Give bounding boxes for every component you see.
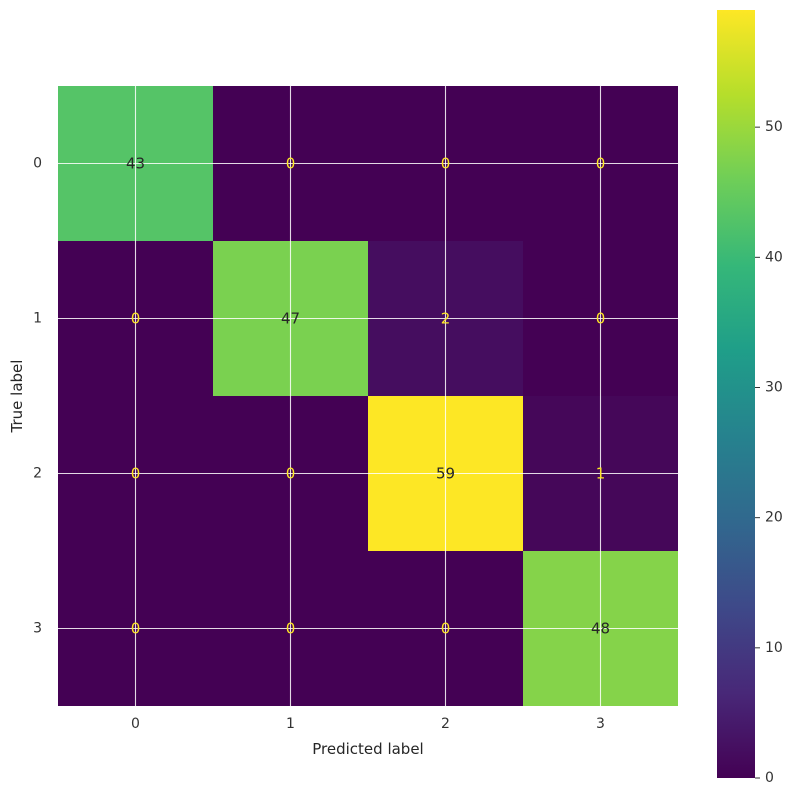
cell-value-2-2: 59 bbox=[436, 465, 455, 483]
x-tick-label-2: 2 bbox=[441, 716, 450, 732]
cell-value-2-0: 0 bbox=[131, 465, 141, 483]
cell-value-3-1: 0 bbox=[286, 620, 296, 638]
y-axis-label: True label bbox=[8, 360, 26, 434]
cell-value-0-1: 0 bbox=[286, 155, 296, 173]
colorbar-tick-label-30: 30 bbox=[765, 379, 783, 395]
cell-value-0-3: 0 bbox=[596, 155, 606, 173]
cell-value-labels: 43 0 0 0 0 47 2 0 0 0 59 1 0 0 0 48 bbox=[126, 155, 610, 638]
cell-value-3-2: 0 bbox=[441, 620, 451, 638]
cell-value-0-0: 43 bbox=[126, 155, 145, 173]
colorbar: 0 10 20 30 40 50 bbox=[717, 10, 783, 786]
x-axis-label: Predicted label bbox=[312, 740, 423, 758]
colorbar-tick-label-0: 0 bbox=[765, 770, 774, 786]
cell-value-2-3: 1 bbox=[596, 465, 606, 483]
x-tick-label-1: 1 bbox=[286, 716, 295, 732]
y-tick-label-3: 3 bbox=[33, 621, 42, 637]
x-tick-label-3: 3 bbox=[596, 716, 605, 732]
y-tick-label-2: 2 bbox=[33, 466, 42, 482]
colorbar-tick-label-40: 40 bbox=[765, 249, 783, 265]
colorbar-tick-label-20: 20 bbox=[765, 510, 783, 526]
matrix-cells bbox=[58, 86, 678, 706]
cell-value-3-0: 0 bbox=[131, 620, 141, 638]
cell-value-2-1: 0 bbox=[286, 465, 296, 483]
cell-value-1-2: 2 bbox=[441, 310, 451, 328]
y-tick-label-1: 1 bbox=[33, 311, 42, 327]
colorbar-gradient bbox=[717, 10, 755, 778]
cell-value-1-3: 0 bbox=[596, 310, 606, 328]
y-tick-label-0: 0 bbox=[33, 156, 42, 172]
gridlines bbox=[58, 86, 678, 706]
axes: 0 1 2 3 0 1 2 3 bbox=[33, 156, 605, 733]
cell-value-3-3: 48 bbox=[591, 620, 610, 638]
cell-value-1-1: 47 bbox=[281, 310, 300, 328]
colorbar-tick-label-10: 10 bbox=[765, 640, 783, 656]
cell-value-1-0: 0 bbox=[131, 310, 141, 328]
cell-value-0-2: 0 bbox=[441, 155, 451, 173]
x-tick-label-0: 0 bbox=[131, 716, 140, 732]
colorbar-tick-label-50: 50 bbox=[765, 119, 783, 135]
